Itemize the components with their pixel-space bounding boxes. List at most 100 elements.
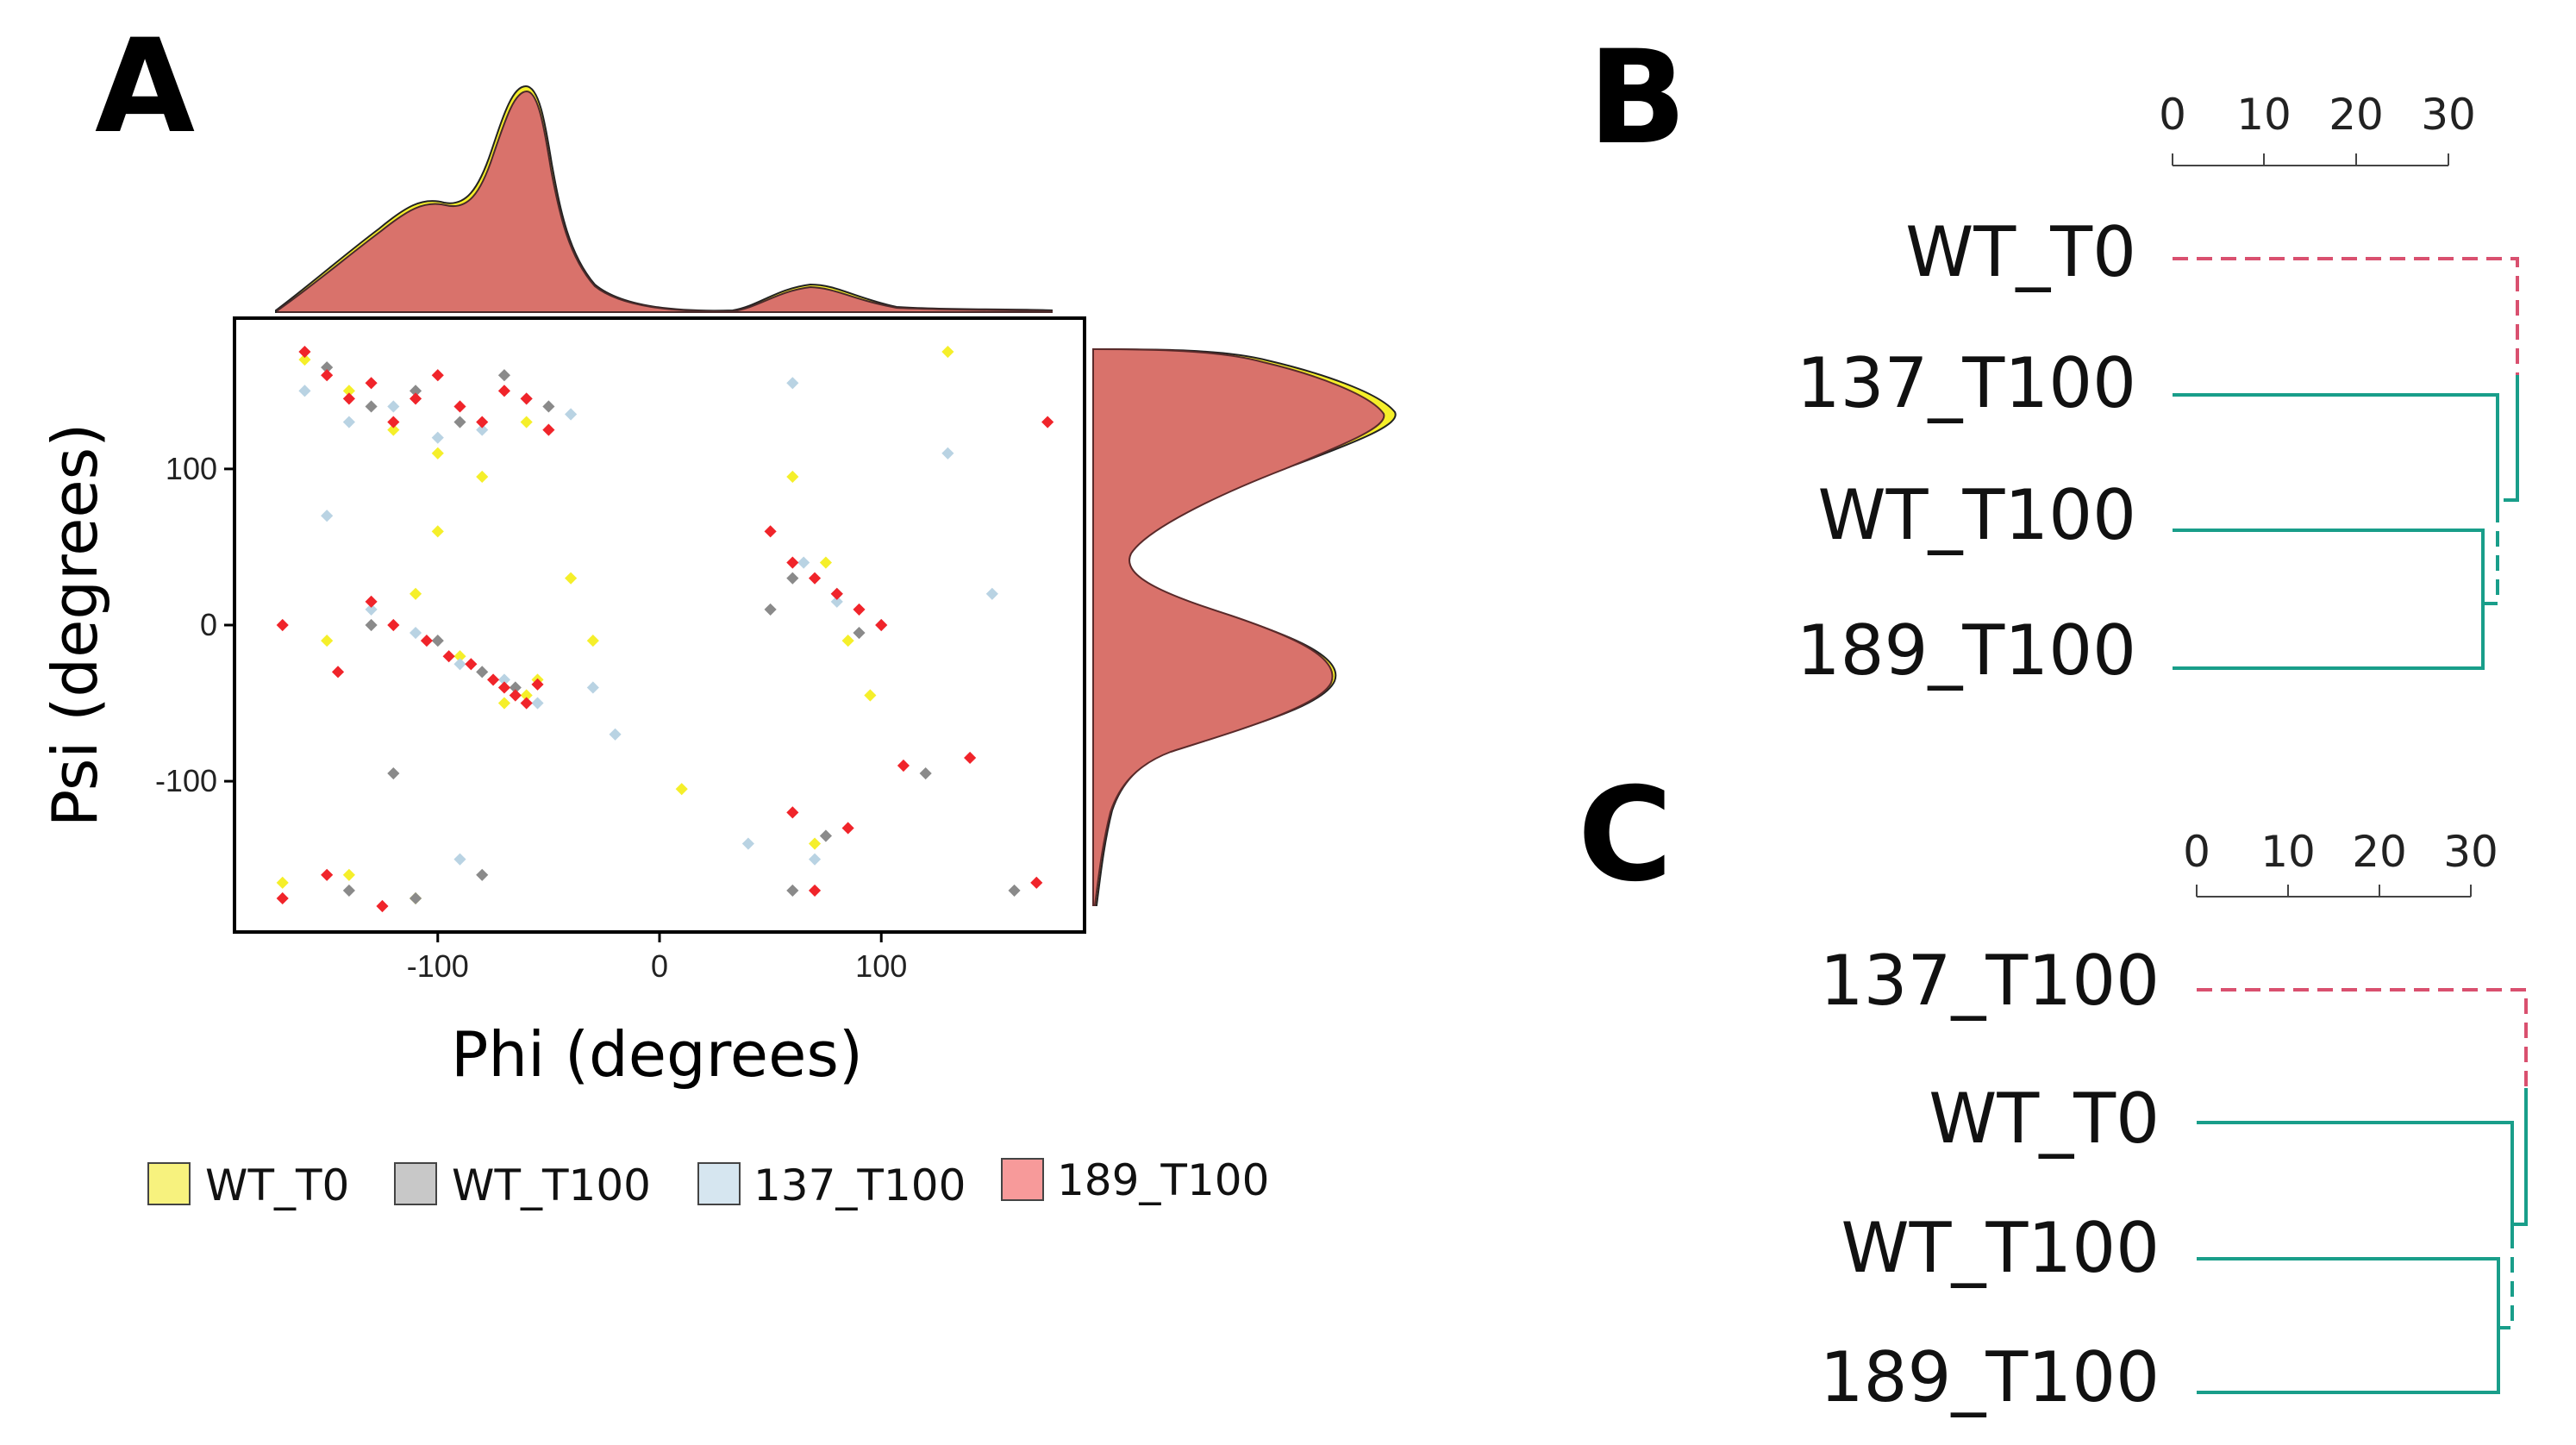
point-189-t100-3	[365, 377, 378, 390]
point-137-t100-3	[431, 431, 444, 444]
point-137-t100-12	[586, 681, 599, 694]
legend-label-137-t100: 137_T100	[753, 1160, 966, 1210]
point-137-t100-11	[531, 697, 544, 710]
point-189-t100-32	[964, 751, 977, 765]
point-wt-t100-4	[497, 369, 511, 382]
point-wt-t0-24	[565, 572, 578, 585]
point-wt-t100-11	[409, 891, 422, 905]
panel-label-a: A	[95, 12, 195, 162]
point-137-t100-21	[808, 853, 822, 866]
point-wt-t0-7	[409, 587, 422, 600]
point-189-t100-37	[786, 806, 799, 819]
point-189-t100-19	[509, 689, 522, 702]
point-137-t100-1	[342, 416, 355, 428]
point-189-t100-4	[387, 416, 400, 428]
dendrogram-c-leaf-3: WT_T100	[1841, 1208, 2160, 1288]
point-189-t100-10	[520, 392, 533, 405]
point-wt-t0-9	[497, 697, 511, 710]
point-189-t100-22	[276, 618, 289, 632]
dendrogram-c-branches	[2197, 988, 2528, 1394]
point-wt-t100-3	[453, 416, 466, 428]
point-wt-t0-0	[298, 353, 311, 366]
point-189-t100-33	[1041, 416, 1054, 428]
point-137-t100-16	[830, 595, 843, 608]
point-189-t100-36	[841, 822, 854, 835]
point-wt-t0-5	[520, 416, 533, 428]
point-wt-t0-8	[453, 650, 466, 663]
dendrogram-c-leaf-1: 137_T100	[1820, 941, 2160, 1021]
point-137-t100-6	[565, 408, 578, 421]
legend-label-wt-t0: WT_T0	[205, 1160, 349, 1210]
point-137-t100-9	[453, 658, 466, 671]
dendrogram-b-branch-137-t100	[2173, 393, 2499, 507]
point-wt-t0-20	[941, 345, 954, 359]
point-137-t100-4	[476, 423, 489, 436]
panel-label-c: C	[1578, 760, 1673, 910]
point-wt-t100-17	[786, 884, 799, 897]
point-189-t100-5	[409, 392, 422, 405]
legend-swatch-137-t100	[697, 1162, 741, 1205]
point-189-t100-9	[497, 385, 511, 397]
point-189-t100-0	[298, 345, 311, 359]
point-189-t100-35	[376, 899, 389, 913]
y-tick-label-0: 0	[200, 607, 217, 642]
point-wt-t100-16	[819, 829, 832, 842]
dendrogram-b-leaf-3: WT_T100	[1817, 475, 2136, 555]
point-189-t100-8	[476, 416, 489, 428]
scale-tick-c-10: 10	[2260, 827, 2316, 877]
point-wt-t0-2	[387, 423, 400, 436]
point-189-t100-7	[453, 400, 466, 413]
x-axis-title: Phi (degrees)	[451, 1018, 863, 1091]
legend-swatch-wt-t0	[147, 1162, 191, 1205]
dendrogram-b-branches	[2173, 257, 2519, 670]
point-189-t100-14	[420, 635, 433, 647]
point-189-t100-30	[808, 884, 822, 897]
point-wt-t100-2	[409, 385, 422, 397]
legend-item-wt-t0: WT_T0	[147, 1160, 349, 1210]
point-wt-t0-6	[321, 635, 334, 647]
scatter-axis-ticks: -100 0 100 -100 0 100	[155, 451, 907, 984]
point-189-t100-16	[465, 658, 478, 671]
point-189-t100-15	[442, 650, 455, 663]
point-wt-t100-7	[431, 635, 444, 647]
legend-item-wt-t100: WT_T100	[394, 1160, 651, 1210]
point-189-t100-1	[321, 369, 334, 382]
dendrogram-c-leaf-2: WT_T0	[1929, 1079, 2160, 1159]
point-wt-t100-18	[1008, 884, 1021, 897]
y-tick-label-100: 100	[166, 451, 217, 486]
legend-item-189-t100: 189_T100	[1001, 1155, 1269, 1205]
point-189-t100-11	[542, 423, 555, 436]
point-189-t100-21	[531, 678, 544, 691]
point-wt-t100-0	[321, 361, 334, 374]
legend-label-189-t100: 189_T100	[1057, 1155, 1269, 1205]
legend-item-137-t100: 137_T100	[697, 1160, 966, 1210]
point-wt-t0-1	[342, 385, 355, 397]
scale-tick-b-30: 30	[2421, 90, 2476, 140]
dendrogram-b-leaf-2: 137_T100	[1797, 343, 2136, 423]
point-wt-t100-1	[365, 400, 378, 413]
dendrogram-b-scale: 0 10 20 30	[2159, 90, 2476, 166]
point-189-t100-31	[897, 759, 910, 773]
point-189-t100-18	[497, 681, 511, 694]
point-189-t100-12	[365, 595, 378, 608]
point-137-t100-13	[321, 510, 334, 522]
legend-swatch-189-t100	[1001, 1158, 1044, 1201]
dendrogram-c-scale: 0 10 20 30	[2183, 827, 2498, 898]
dendrogram-c-branch-wt-t0	[2197, 1121, 2514, 1233]
point-wt-t100-19	[919, 766, 932, 780]
point-189-t100-17	[487, 673, 500, 686]
y-axis-title: Psi (degrees)	[39, 423, 111, 828]
point-wt-t100-21	[764, 603, 777, 616]
point-wt-t100-12	[476, 868, 489, 881]
point-137-t100-23	[453, 853, 466, 866]
point-wt-t100-13	[786, 572, 799, 585]
scale-tick-c-30: 30	[2443, 827, 2498, 877]
point-189-t100-39	[321, 868, 334, 881]
phi-density-189-t100	[277, 90, 1053, 313]
point-wt-t0-12	[342, 868, 355, 881]
point-189-t100-38	[1030, 876, 1043, 889]
point-189-t100-26	[808, 572, 822, 585]
panel-label-b: B	[1588, 23, 1686, 173]
dendrogram-b-branch-wt-t0	[2173, 257, 2519, 375]
